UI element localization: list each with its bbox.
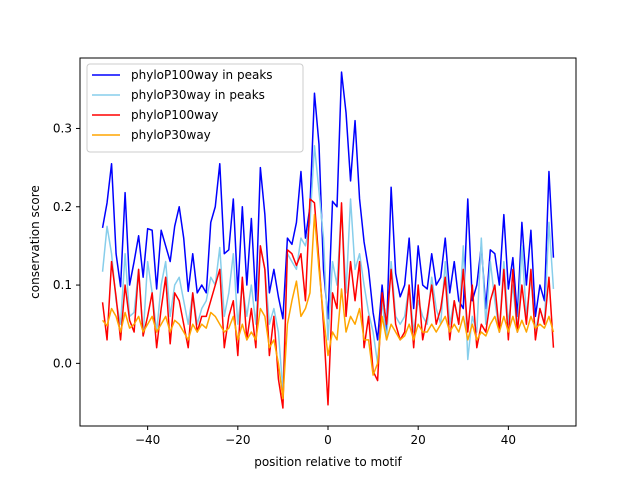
legend: phyloP100way in peaks phyloP30way in peak… [86,63,304,153]
y-tick-label: 0.2 [53,200,72,214]
y-tick-label: 0.0 [53,356,72,370]
x-tick-label: −20 [225,433,250,447]
y-tick-label: 0.1 [53,278,72,292]
legend-label: phyloP30way in peaks [131,88,265,102]
x-tick-label: 0 [324,433,332,447]
series-layer [101,71,555,409]
x-tick-label: 20 [411,433,426,447]
legend-label: phyloP100way in peaks [131,68,273,82]
x-axis-label: position relative to motif [254,455,402,469]
y-axis-label: conservation score [28,185,42,299]
x-tick-label: −40 [135,433,160,447]
y-tick-label: 0.3 [53,121,72,135]
series-line-4 [101,213,555,400]
legend-label: phyloP100way [131,108,218,122]
x-tick-label: 40 [501,433,516,447]
ticks-layer: −40 −20 0 20 40 0.0 0.1 0.2 0.3 [53,121,516,447]
series-line-2 [101,144,555,392]
series-line-3 [101,198,555,409]
axes-frame [79,57,577,427]
legend-label: phyloP30way [131,128,211,142]
series-line-1 [101,71,555,341]
legend-box [86,63,304,153]
